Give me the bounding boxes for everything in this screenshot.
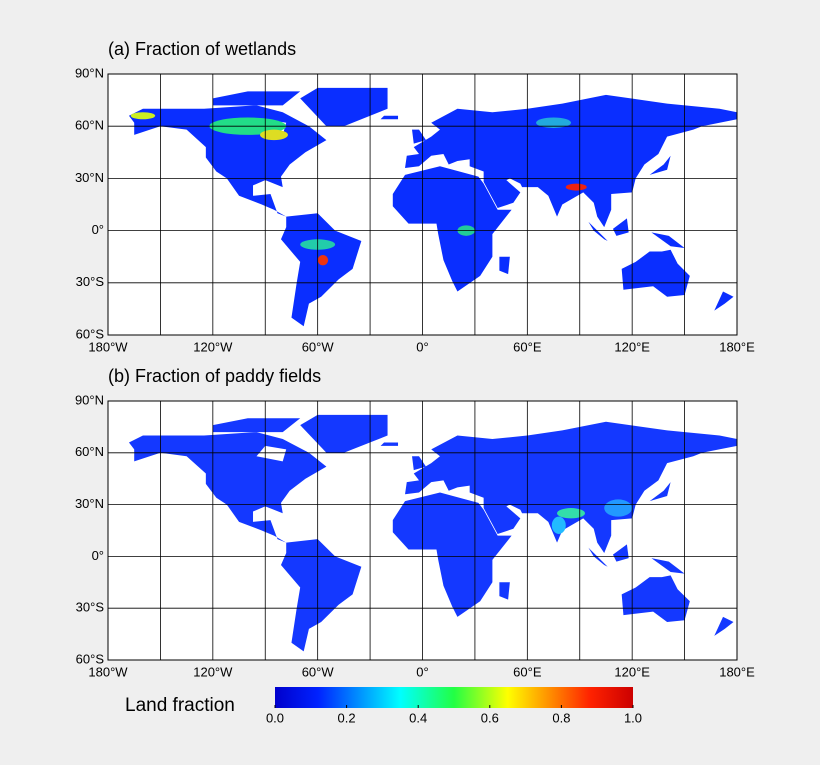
lon-tick-label: 180°W [88, 339, 128, 354]
panel-title: (a) Fraction of wetlands [108, 39, 296, 59]
lon-tick-label: 120°E [614, 664, 650, 679]
lon-tick-label: 180°W [88, 664, 128, 679]
colorbar-tick-label: 0.8 [552, 710, 570, 725]
colorbar-tick-label: 0.6 [481, 710, 499, 725]
panel-title: (b) Fraction of paddy fields [108, 366, 321, 386]
lon-tick-label: 180°E [719, 664, 755, 679]
lat-tick-label: 0° [92, 548, 104, 563]
lon-tick-label: 60°E [513, 339, 542, 354]
lon-tick-label: 60°E [513, 664, 542, 679]
lat-tick-label: 60°S [76, 651, 105, 666]
lon-tick-label: 180°E [719, 339, 755, 354]
colorbar-tick-label: 1.0 [624, 710, 642, 725]
lat-tick-label: 60°N [75, 118, 104, 133]
lon-tick-label: 60°W [302, 664, 335, 679]
lat-tick-label: 60°N [75, 444, 104, 459]
lon-tick-label: 0° [416, 339, 428, 354]
lat-tick-label: 30°N [75, 496, 104, 511]
map-frame [107, 400, 738, 661]
colorbar-tick-label: 0.0 [266, 710, 284, 725]
lon-tick-label: 120°W [193, 339, 233, 354]
lat-tick-label: 30°N [75, 170, 104, 185]
colorbar-label: Land fraction [125, 695, 235, 716]
lon-tick-label: 120°W [193, 664, 233, 679]
lon-tick-label: 120°E [614, 339, 650, 354]
lon-tick-label: 0° [416, 664, 428, 679]
lat-tick-label: 90°N [75, 392, 104, 407]
colorbar-tick-label: 0.2 [338, 710, 356, 725]
map-frame [107, 73, 738, 336]
lon-tick-label: 60°W [302, 339, 335, 354]
colorbar [275, 687, 633, 708]
lat-tick-label: 30°S [76, 274, 105, 289]
colorbar-tick-label: 0.4 [409, 710, 427, 725]
lat-tick-label: 90°N [75, 65, 104, 80]
lat-tick-label: 60°S [76, 326, 105, 341]
lat-tick-label: 30°S [76, 600, 105, 615]
lat-tick-label: 0° [92, 222, 104, 237]
